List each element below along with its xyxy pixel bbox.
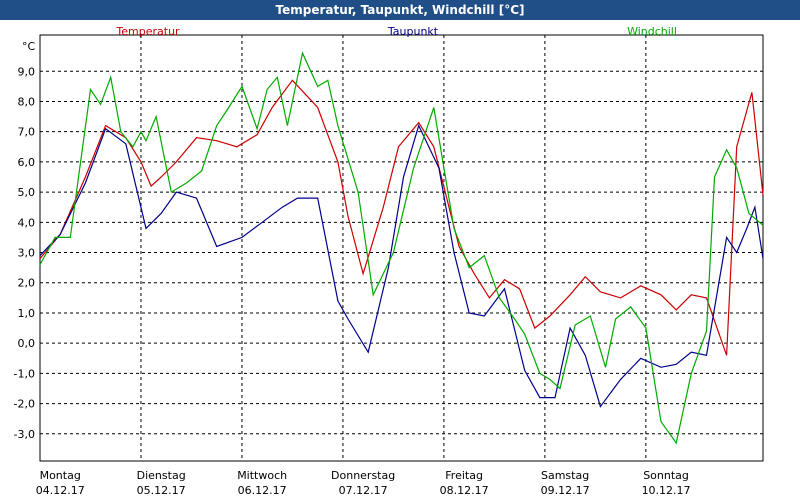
x-tick-day: Freitag xyxy=(445,469,483,482)
x-tick-date: 05.12.17 xyxy=(137,484,186,497)
series-line-temperatur xyxy=(39,79,764,356)
y-tick-label: 1,0 xyxy=(18,307,36,320)
y-tick-label: 3,0 xyxy=(18,247,36,260)
series-line-windchill xyxy=(39,51,764,445)
y-tick-label: 6,0 xyxy=(18,156,36,169)
y-tick-label: 5,0 xyxy=(18,186,36,199)
y-tick-label: 0,0 xyxy=(18,337,36,350)
x-tick-date: 09.12.17 xyxy=(541,484,590,497)
x-tick-day: Donnerstag xyxy=(331,469,395,482)
x-tick-day: Dienstag xyxy=(137,469,186,482)
legend-temperatur: Temperatur xyxy=(115,25,180,38)
y-tick-label: 7,0 xyxy=(18,126,36,139)
y-tick-label: 9,0 xyxy=(18,65,36,78)
x-tick-date: 06.12.17 xyxy=(238,484,287,497)
y-tick-label: 8,0 xyxy=(18,95,36,108)
chart-title: Temperatur, Taupunkt, Windchill [°C] xyxy=(0,0,800,20)
y-tick-label: -2,0 xyxy=(14,398,35,411)
series-line-taupunkt xyxy=(39,123,764,408)
x-tick-day: Mittwoch xyxy=(237,469,287,482)
y-tick-label: 4,0 xyxy=(18,216,36,229)
plot-area xyxy=(39,34,764,462)
x-tick-date: 04.12.17 xyxy=(36,484,85,497)
y-tick-label: -3,0 xyxy=(14,428,35,441)
y-tick-label: 2,0 xyxy=(18,277,36,290)
y-tick-label: -1,0 xyxy=(14,367,35,380)
x-tick-date: 10.12.17 xyxy=(642,484,691,497)
x-tick-date: 08.12.17 xyxy=(440,484,489,497)
legend-taupunkt: Taupunkt xyxy=(387,25,439,38)
x-tick-day: Montag xyxy=(40,469,81,482)
x-tick-day: Sonntag xyxy=(643,469,689,482)
x-tick-day: Samstag xyxy=(541,469,589,482)
y-unit-label: °C xyxy=(22,40,36,53)
x-tick-date: 07.12.17 xyxy=(339,484,388,497)
legend-windchill: Windchill xyxy=(627,25,677,38)
